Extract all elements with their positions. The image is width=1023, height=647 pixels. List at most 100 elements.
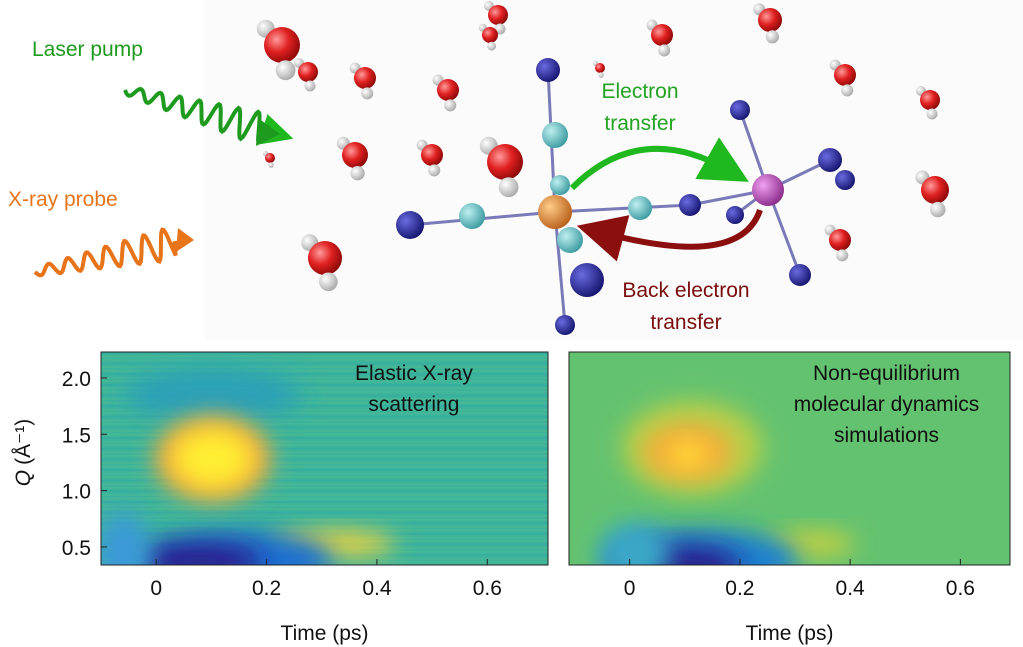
x-axis-label: Time (ps) <box>746 622 834 645</box>
noise-stripe <box>101 504 548 507</box>
atom <box>550 175 570 195</box>
oxygen <box>298 62 318 82</box>
noise-stripe <box>101 511 548 514</box>
noise-stripe <box>101 476 548 479</box>
noise-stripe <box>101 391 548 393</box>
y-tick-label: 1.5 <box>62 424 91 447</box>
oxygen <box>651 24 673 46</box>
hydrogen <box>361 87 374 100</box>
panel-annotation: molecular dynamics <box>794 393 980 416</box>
oxygen <box>487 144 523 180</box>
noise-stripe <box>101 462 548 464</box>
wave-arrow <box>123 86 294 145</box>
noise-stripe <box>101 401 548 404</box>
oxygen <box>308 241 342 275</box>
noise-stripe <box>101 465 548 468</box>
hydrogen <box>930 201 946 218</box>
atom <box>730 100 750 120</box>
atom <box>542 122 568 148</box>
noise-stripe <box>101 515 548 518</box>
x-tick-label: 0.4 <box>836 577 866 600</box>
xray-label: X-ray probe <box>8 188 118 211</box>
hydrogen <box>350 166 365 181</box>
noise-stripe <box>101 440 548 443</box>
back-transfer-arrow <box>576 208 763 262</box>
heatmap-blob <box>172 428 253 489</box>
panel-annotation: Elastic X-ray <box>355 362 473 385</box>
heatmap-blob <box>599 522 671 565</box>
panel-annotation: simulations <box>834 424 939 447</box>
hydrogen <box>268 162 274 168</box>
arrow-head <box>176 228 194 252</box>
noise-stripe <box>101 469 548 471</box>
noise-stripe <box>101 398 548 400</box>
hydrogen <box>836 249 849 262</box>
illustration-bg <box>205 0 1023 340</box>
plot-frame <box>568 351 1011 566</box>
noise-stripe <box>101 362 548 365</box>
noise-stripe <box>101 380 548 383</box>
panel-annotation: scattering <box>368 393 459 416</box>
y-axis-unit: (Å⁻¹) <box>12 419 35 465</box>
x-tick-label: 0 <box>150 577 162 600</box>
bond <box>554 203 691 214</box>
x-tick-label: 0.6 <box>473 577 502 600</box>
heatmap <box>569 352 1010 565</box>
atom <box>752 174 784 206</box>
noise-stripe <box>101 490 548 493</box>
noise-stripe <box>101 423 548 425</box>
oxygen <box>758 8 782 32</box>
oxygen <box>264 27 300 63</box>
heatmap-blob <box>101 511 151 565</box>
y-axis-label: Q (Å⁻¹) <box>12 419 35 486</box>
noise-stripe <box>101 454 548 457</box>
noise-stripe <box>101 479 548 482</box>
noise-stripe <box>101 394 548 397</box>
noise-stripe <box>101 405 548 408</box>
noise-stripe <box>101 529 548 532</box>
noise-stripe <box>101 376 548 379</box>
oxygen <box>265 153 275 163</box>
electron-transfer-arrow <box>569 137 749 191</box>
noise-stripe <box>101 355 548 358</box>
molecule-illustration <box>33 1 949 335</box>
noise-stripe <box>101 387 548 390</box>
noise-stripe <box>101 472 548 475</box>
noise-stripe <box>101 518 548 521</box>
oxygen <box>829 229 851 251</box>
noise-stripe <box>101 412 548 415</box>
atom <box>538 195 572 229</box>
panel-annotation: Non-equilibrium <box>813 362 960 385</box>
hydrogen <box>598 72 604 78</box>
noise-stripe <box>101 415 548 418</box>
arrow-head <box>256 118 280 146</box>
hydrogen <box>319 272 338 292</box>
x-tick-label: 0.6 <box>946 577 975 600</box>
hydrogen <box>658 44 671 57</box>
oxygen <box>482 27 498 43</box>
back-transfer-label: transfer <box>650 311 721 334</box>
electron-transfer-label: Electron <box>601 80 678 103</box>
y-tick-label: 2.0 <box>62 368 91 391</box>
noise-stripe <box>101 373 548 376</box>
heatmap <box>101 352 548 565</box>
atom <box>536 58 560 82</box>
atom <box>555 315 575 335</box>
noise-stripe <box>101 497 548 500</box>
y-tick-label: 0.5 <box>62 537 91 560</box>
atom <box>789 264 811 286</box>
hydrogen <box>275 60 296 81</box>
hydrogen <box>487 41 496 51</box>
bond <box>553 211 567 326</box>
hydrogen <box>765 30 780 44</box>
oxygen <box>354 67 376 89</box>
oxygen <box>342 142 368 168</box>
noise-stripe <box>101 437 548 439</box>
noise-stripe <box>101 494 548 496</box>
noise-stripe <box>101 426 548 429</box>
atom <box>818 148 842 172</box>
y-tick-label: 1.0 <box>62 481 91 504</box>
noise-stripe <box>101 451 548 454</box>
oxygen <box>595 63 605 73</box>
noise-stripe <box>101 419 548 422</box>
